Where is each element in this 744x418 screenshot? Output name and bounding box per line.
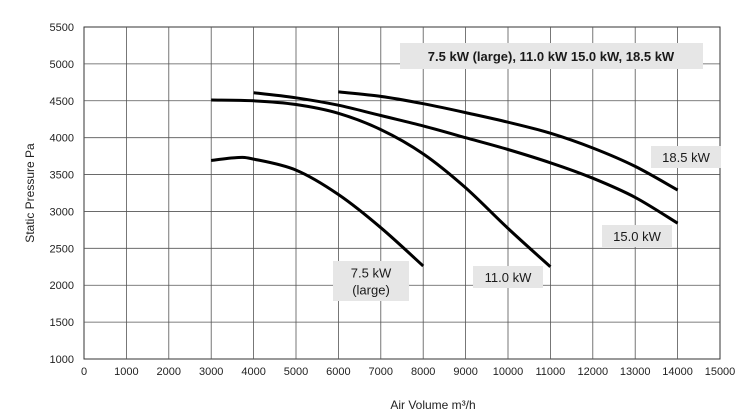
curve-2 bbox=[211, 98, 552, 268]
gridlines bbox=[84, 27, 720, 359]
curve-label-4: 18.5 kW bbox=[651, 146, 721, 168]
y-tick-label: 1000 bbox=[50, 354, 74, 366]
curve-label-text: 18.5 kW bbox=[662, 150, 710, 165]
curves bbox=[211, 90, 679, 268]
label-background bbox=[333, 261, 409, 301]
x-tick-label: 12000 bbox=[578, 366, 609, 378]
y-tick-label: 1500 bbox=[50, 317, 74, 329]
curve-label-text: 11.0 kW bbox=[485, 270, 532, 285]
y-tick-label: 2000 bbox=[50, 280, 74, 292]
curve-label-2: 11.0 kW bbox=[473, 266, 543, 288]
y-tick-label: 5500 bbox=[50, 22, 74, 34]
y-tick-label: 3500 bbox=[50, 170, 74, 182]
legend-text: 7.5 kW (large), 11.0 kW 15.0 kW, 18.5 kW bbox=[428, 49, 675, 64]
x-tick-label: 13000 bbox=[620, 366, 651, 378]
x-tick-label: 3000 bbox=[199, 366, 223, 378]
x-tick-label: 8000 bbox=[411, 366, 435, 378]
curve-label-3: 15.0 kW bbox=[602, 225, 672, 247]
x-tick-label: 4000 bbox=[241, 366, 265, 378]
label-background bbox=[602, 225, 672, 247]
x-tick-label: 10000 bbox=[493, 366, 524, 378]
y-tick-label: 5000 bbox=[50, 59, 74, 71]
curve-3 bbox=[253, 91, 679, 225]
x-tick-label: 14000 bbox=[662, 366, 693, 378]
x-tick-label: 6000 bbox=[326, 366, 350, 378]
curve-label-text: (large) bbox=[352, 283, 390, 298]
legend-box: 7.5 kW (large), 11.0 kW 15.0 kW, 18.5 kW bbox=[400, 43, 703, 69]
y-tick-label: 2500 bbox=[50, 243, 74, 255]
curve-label-text: 7.5 kW bbox=[351, 266, 392, 281]
x-tick-label: 0 bbox=[81, 366, 87, 378]
label-background bbox=[473, 266, 543, 288]
curve-1 bbox=[211, 155, 425, 268]
x-tick-label: 11000 bbox=[536, 366, 566, 378]
x-tick-label: 9000 bbox=[453, 366, 477, 378]
x-tick-label: 1000 bbox=[114, 366, 138, 378]
curve-labels: 7.5 kW (large) 11.0 kW 15.0 kW 18.5 kW bbox=[333, 146, 721, 301]
x-tick-label: 5000 bbox=[284, 366, 308, 378]
label-background bbox=[651, 146, 721, 168]
x-tick-label: 7000 bbox=[369, 366, 393, 378]
x-tick-label: 2000 bbox=[157, 366, 181, 378]
y-tick-label: 4500 bbox=[50, 96, 74, 108]
curve-4 bbox=[338, 90, 679, 192]
curve-label-text: 15.0 kW bbox=[613, 229, 661, 244]
plot-area bbox=[83, 26, 721, 360]
y-tick-label: 3000 bbox=[50, 206, 74, 218]
y-axis-ticks: 1000 1500 2000 2500 3000 3500 4000 4500 5000 5500 bbox=[50, 22, 74, 366]
curve-label-1: 7.5 kW (large) bbox=[333, 261, 409, 301]
y-tick-label: 4000 bbox=[50, 133, 74, 145]
x-axis-label: Air Volume m³/h bbox=[390, 398, 475, 412]
x-axis-ticks: 0 1000 2000 3000 4000 5000 6000 7000 8000 9000 100… bbox=[81, 366, 735, 378]
y-axis-label: Static Pressure Pa bbox=[23, 143, 37, 243]
x-tick-label: 15000 bbox=[705, 366, 736, 378]
